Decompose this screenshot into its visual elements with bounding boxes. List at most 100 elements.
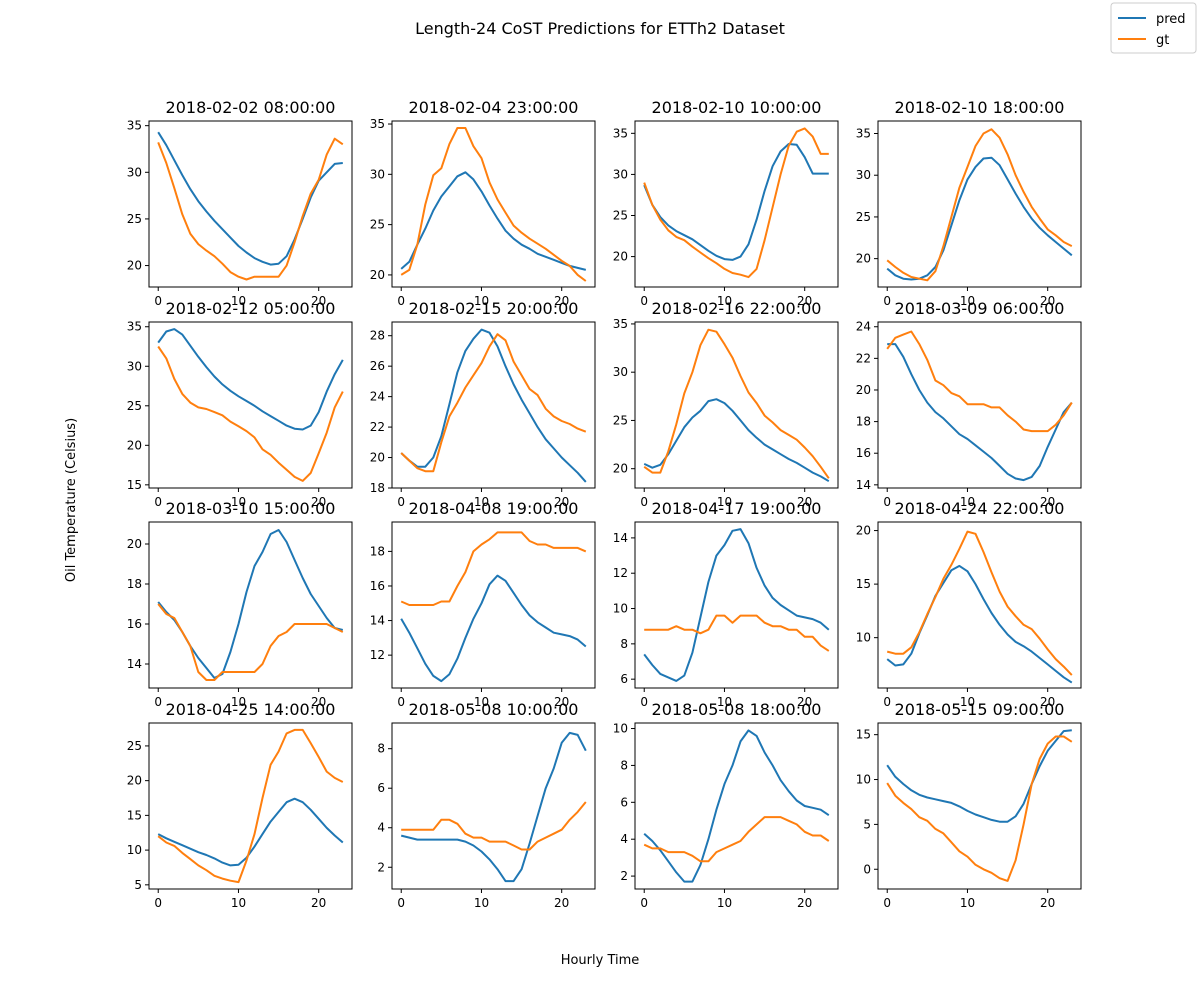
x-tick-label: 0 <box>397 896 405 910</box>
x-tick-label: 20 <box>1040 294 1055 308</box>
y-tick-label: 4 <box>620 832 628 846</box>
subplot-title: 2018-03-10 15:00:00 <box>166 499 336 518</box>
x-tick-label: 0 <box>154 495 162 509</box>
x-axis-label: Hourly Time <box>561 953 640 968</box>
subplot-title: 2018-04-24 22:00:00 <box>895 499 1065 518</box>
subplot: 2018-02-15 20:00:00 0 10 20 18 20 22 24 26 28 <box>370 299 596 509</box>
y-tick-label: 5 <box>863 817 871 831</box>
y-tick-label: 20 <box>127 438 142 452</box>
subplot-title: 2018-05-15 09:00:00 <box>895 700 1065 719</box>
x-tick-label: 10 <box>717 695 732 709</box>
series-line-gt <box>886 530 1073 676</box>
subplot: 2018-02-10 18:00:00 0 10 20 20 25 30 35 <box>856 98 1082 308</box>
y-tick-label: 14 <box>613 531 628 545</box>
series-line-gt <box>400 531 587 606</box>
subplot: 2018-03-09 06:00:00 0 10 20 14 16 18 20 22 24 <box>856 299 1082 509</box>
subplot-title: 2018-02-12 05:00:00 <box>166 299 336 318</box>
x-tick-label: 10 <box>960 695 975 709</box>
series-line-gt <box>157 603 344 681</box>
subplot: 2018-02-04 23:00:00 0 10 20 20 25 30 35 <box>370 98 596 308</box>
subplot-title: 2018-02-16 22:00:00 <box>652 299 822 318</box>
x-tick-label: 10 <box>231 896 246 910</box>
y-tick-label: 25 <box>613 209 628 223</box>
x-tick-label: 10 <box>960 294 975 308</box>
subplot: 2018-05-15 09:00:00 0 10 20 0 5 10 15 <box>856 700 1082 910</box>
series-line-gt <box>886 735 1073 882</box>
y-tick-label: 12 <box>370 648 385 662</box>
x-tick-label: 20 <box>554 896 569 910</box>
x-tick-label: 10 <box>960 495 975 509</box>
figure-title: Length-24 CoST Predictions for ETTh2 Dat… <box>415 19 785 38</box>
y-tick-label: 14 <box>856 478 871 492</box>
subplot-title: 2018-02-10 10:00:00 <box>652 98 822 117</box>
x-tick-label: 0 <box>883 695 891 709</box>
series-line-pred <box>400 574 587 683</box>
y-tick-label: 14 <box>370 614 385 628</box>
x-tick-label: 10 <box>231 294 246 308</box>
subplot: 2018-02-16 22:00:00 0 10 20 20 25 30 35 <box>613 299 839 509</box>
y-tick-label: 35 <box>370 117 385 131</box>
y-tick-label: 4 <box>377 821 385 835</box>
x-tick-label: 0 <box>397 294 405 308</box>
series-line-gt <box>643 127 829 279</box>
subplot: 2018-02-12 05:00:00 0 10 20 15 20 25 30 35 <box>127 299 353 509</box>
legend-label-gt: gt <box>1156 33 1169 48</box>
series-line-gt <box>644 614 830 652</box>
y-tick-label: 20 <box>856 383 871 397</box>
y-axis-label: Oil Temperature (Celsius) <box>64 418 79 582</box>
x-tick-label: 20 <box>797 695 812 709</box>
y-tick-label: 25 <box>370 218 385 232</box>
y-tick-label: 20 <box>613 462 628 476</box>
y-tick-label: 20 <box>127 774 142 788</box>
y-tick-label: 10 <box>613 722 628 736</box>
x-tick-label: 10 <box>474 294 489 308</box>
y-tick-label: 20 <box>127 259 142 273</box>
x-tick-label: 0 <box>397 695 405 709</box>
x-tick-label: 20 <box>1040 495 1055 509</box>
y-tick-label: 25 <box>127 399 142 413</box>
x-tick-label: 0 <box>640 695 648 709</box>
y-tick-label: 22 <box>370 420 385 434</box>
axes-frame <box>391 722 596 890</box>
y-tick-label: 30 <box>127 165 142 179</box>
y-tick-label: 18 <box>127 577 142 591</box>
x-tick-label: 10 <box>960 896 975 910</box>
axes-frame <box>391 321 596 489</box>
y-tick-label: 6 <box>620 795 628 809</box>
series-line-pred <box>643 729 830 883</box>
y-tick-label: 30 <box>613 365 628 379</box>
subplot-title: 2018-04-17 19:00:00 <box>652 499 822 518</box>
x-tick-label: 20 <box>797 294 812 308</box>
x-tick-label: 0 <box>883 495 891 509</box>
series-line-pred <box>400 171 587 271</box>
x-tick-label: 0 <box>883 896 891 910</box>
x-tick-label: 0 <box>640 495 648 509</box>
series-line-pred <box>643 528 830 682</box>
x-tick-label: 0 <box>640 896 648 910</box>
x-tick-label: 0 <box>397 495 405 509</box>
axes-frame <box>634 120 839 288</box>
y-tick-label: 25 <box>127 739 142 753</box>
y-tick-label: 8 <box>620 637 628 651</box>
series-line-gt <box>157 728 344 884</box>
x-tick-label: 0 <box>154 695 162 709</box>
subplot: 2018-02-02 08:00:00 0 10 20 20 25 30 35 <box>127 98 353 308</box>
y-tick-label: 20 <box>370 451 385 465</box>
y-tick-label: 0 <box>863 862 871 876</box>
y-tick-label: 25 <box>613 413 628 427</box>
x-tick-label: 20 <box>797 896 812 910</box>
y-tick-label: 20 <box>856 524 871 538</box>
x-tick-label: 10 <box>474 896 489 910</box>
series-line-pred <box>886 729 1072 823</box>
series-line-gt <box>400 333 587 473</box>
y-tick-label: 16 <box>856 446 871 460</box>
series-line-pred <box>157 328 344 431</box>
axes-frame <box>148 722 353 890</box>
y-tick-label: 10 <box>856 773 871 787</box>
axes-frame <box>391 521 596 689</box>
x-tick-label: 10 <box>474 495 489 509</box>
subplot-title: 2018-02-04 23:00:00 <box>409 98 579 117</box>
subplot-grid: 2018-02-02 08:00:000 10 20202530352018-02-… <box>127 98 1082 910</box>
series-line-pred <box>643 398 830 483</box>
